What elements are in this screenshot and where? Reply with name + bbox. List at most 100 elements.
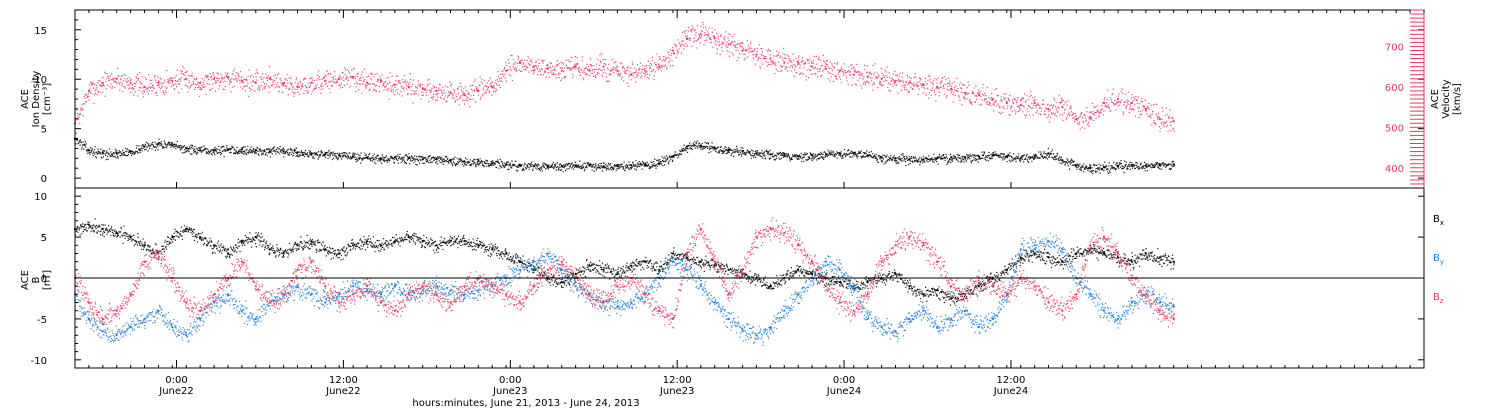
density-point	[296, 151, 299, 154]
bz-point	[852, 309, 855, 312]
bz-point	[755, 236, 758, 239]
bx-point	[338, 252, 341, 255]
density-point	[852, 152, 855, 155]
bottom-left-tick-label: -10	[31, 356, 47, 367]
bx-point	[1047, 256, 1050, 259]
by-point	[477, 289, 480, 292]
density-point	[588, 164, 591, 167]
legend-label-sub: z	[1440, 297, 1444, 305]
legend-Bz: Bz	[1433, 292, 1444, 305]
by-point	[213, 301, 216, 304]
velocity-point	[226, 75, 230, 78]
bx-point	[658, 268, 661, 271]
by-point	[880, 326, 883, 329]
bx-point	[185, 227, 188, 230]
velocity-point	[546, 67, 549, 70]
density-point	[157, 142, 160, 145]
density-point	[101, 152, 104, 155]
bx-point	[560, 281, 563, 284]
density-point	[1089, 167, 1092, 170]
velocity-point	[185, 77, 188, 80]
top-left-tick-label: 10	[34, 75, 47, 86]
velocity-point	[505, 69, 508, 72]
bz-point	[393, 309, 396, 312]
velocity-axis-label: Velocity	[1441, 79, 1452, 118]
bz-point	[1172, 317, 1175, 320]
velocity-point	[532, 65, 536, 68]
by-point	[546, 252, 549, 255]
bx-point	[797, 268, 800, 271]
velocity-point	[1019, 104, 1022, 107]
velocity-point	[1116, 97, 1120, 101]
bx-point	[393, 240, 396, 243]
bx-point	[1103, 252, 1106, 255]
density-point	[171, 144, 174, 147]
bz-point	[463, 285, 466, 288]
bz-point	[213, 293, 216, 296]
by-point	[101, 330, 104, 333]
x-tick-time: 12:00	[329, 375, 358, 386]
by-point	[936, 326, 939, 329]
density-series	[73, 137, 1175, 175]
density-point	[769, 153, 772, 156]
density-point	[1075, 164, 1078, 167]
bz-point	[783, 231, 786, 235]
density-point	[880, 156, 883, 159]
density-point	[894, 157, 897, 160]
by-point	[463, 293, 466, 296]
bx-point	[87, 223, 90, 226]
bx-point	[574, 272, 577, 275]
bz-point	[950, 285, 953, 288]
by-point	[783, 309, 786, 312]
bz-point	[449, 301, 452, 304]
by-point	[977, 326, 981, 329]
bx-point	[282, 252, 285, 255]
bx-point	[588, 264, 591, 267]
bx-point	[421, 240, 424, 243]
velocity-point	[324, 79, 327, 82]
legend-label-sub: y	[1440, 258, 1444, 266]
by-point	[324, 301, 327, 304]
bz-point	[838, 301, 842, 304]
density-point	[393, 156, 396, 159]
density-point	[129, 150, 132, 153]
bz-point	[491, 285, 494, 288]
bz-point	[338, 301, 341, 304]
b-axis-label: ACE	[20, 270, 31, 290]
bx-point	[894, 272, 897, 275]
bz-point	[769, 227, 772, 230]
velocity-point	[838, 69, 842, 72]
density-point	[574, 164, 577, 167]
velocity-point	[588, 69, 591, 72]
bx-point	[616, 272, 619, 275]
bx-point	[727, 268, 730, 271]
velocity-point	[1089, 116, 1092, 119]
velocity-point	[922, 83, 925, 86]
velocity-point	[560, 69, 563, 72]
density-point	[866, 154, 869, 157]
legend-By: By	[1433, 253, 1444, 266]
bz-point	[671, 317, 675, 320]
bz-point	[1047, 301, 1050, 304]
bx-point	[1172, 260, 1175, 263]
panel-frames	[74, 9, 1425, 369]
bz-point	[922, 244, 925, 247]
bx-point	[226, 252, 230, 255]
velocity-series	[73, 22, 1175, 135]
bx-point	[922, 293, 925, 296]
velocity-point	[449, 91, 452, 94]
bz-point	[811, 260, 814, 263]
velocity-point	[908, 81, 911, 84]
density-point	[254, 149, 257, 152]
bz-point	[129, 293, 132, 296]
density-point	[491, 162, 494, 165]
by-point	[922, 309, 925, 312]
density-point	[532, 165, 536, 168]
velocity-point	[658, 65, 661, 68]
density-point	[1116, 165, 1120, 168]
density-point	[421, 158, 424, 161]
density-point	[352, 155, 355, 158]
by-point	[824, 260, 828, 263]
by-point	[1116, 317, 1120, 320]
